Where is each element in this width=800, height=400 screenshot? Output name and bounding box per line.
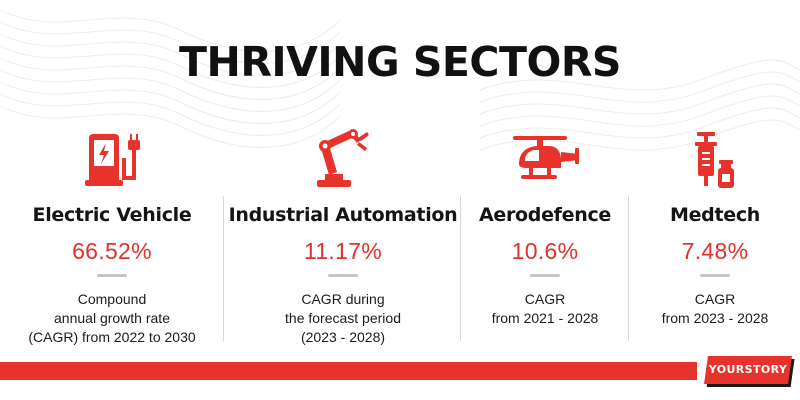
value-underline xyxy=(97,274,127,277)
sector-growth-value: 66.52% xyxy=(72,238,152,264)
ev-charger-icon xyxy=(85,134,140,186)
value-underline xyxy=(700,274,730,277)
sector-medtech: Medtech 7.48% CAGR from 2023 - 2028 xyxy=(630,118,800,358)
desc-line: (CAGR) from 2022 to 2030 xyxy=(28,329,196,345)
sector-growth-value: 7.48% xyxy=(681,238,749,264)
value-underline xyxy=(530,274,560,277)
sector-name: Aerodefence xyxy=(478,204,612,226)
desc-line: Compound xyxy=(77,291,147,307)
desc-line: annual growth rate xyxy=(54,310,170,326)
column-divider xyxy=(628,196,629,341)
column-divider xyxy=(460,196,461,341)
sector-name: Electric Vehicle xyxy=(32,204,192,226)
desc-line: the forecast period xyxy=(285,310,401,326)
sector-name: Medtech xyxy=(669,204,761,226)
sector-growth-value: 11.17% xyxy=(303,238,383,264)
desc-line: from 2023 - 2028 xyxy=(661,310,769,326)
value-underline xyxy=(328,274,358,277)
column-divider xyxy=(223,196,224,341)
sector-description: Compound annual growth rate (CAGR) from … xyxy=(0,290,224,347)
sector-description: CAGR from 2023 - 2028 xyxy=(630,290,800,328)
sector-industrial-automation: Industrial Automation 11.17% CAGR during… xyxy=(226,118,460,358)
sector-description: CAGR from 2021 - 2028 xyxy=(462,290,628,328)
desc-line: CAGR during xyxy=(301,291,385,307)
syringe-vial-icon xyxy=(695,132,734,188)
desc-line: from 2021 - 2028 xyxy=(491,310,599,326)
brand-logo: YOURSTORY xyxy=(708,363,788,376)
desc-line: (2023 - 2028) xyxy=(300,329,386,345)
sector-name: Industrial Automation xyxy=(228,204,458,226)
robot-arm-icon xyxy=(317,129,369,187)
sector-electric-vehicle: Electric Vehicle 66.52% Compound annual … xyxy=(0,118,224,358)
desc-line: CAGR xyxy=(524,291,566,307)
desc-line: CAGR xyxy=(694,291,736,307)
sector-growth-value: 10.6% xyxy=(511,238,579,264)
bottom-accent-band xyxy=(0,362,697,380)
sector-description: CAGR during the forecast period (2023 - … xyxy=(226,290,460,347)
sector-aerodefence: Aerodefence 10.6% CAGR from 2021 - 2028 xyxy=(462,118,628,358)
helicopter-icon xyxy=(513,136,579,179)
page-title: THRIVING SECTORS xyxy=(179,38,621,86)
